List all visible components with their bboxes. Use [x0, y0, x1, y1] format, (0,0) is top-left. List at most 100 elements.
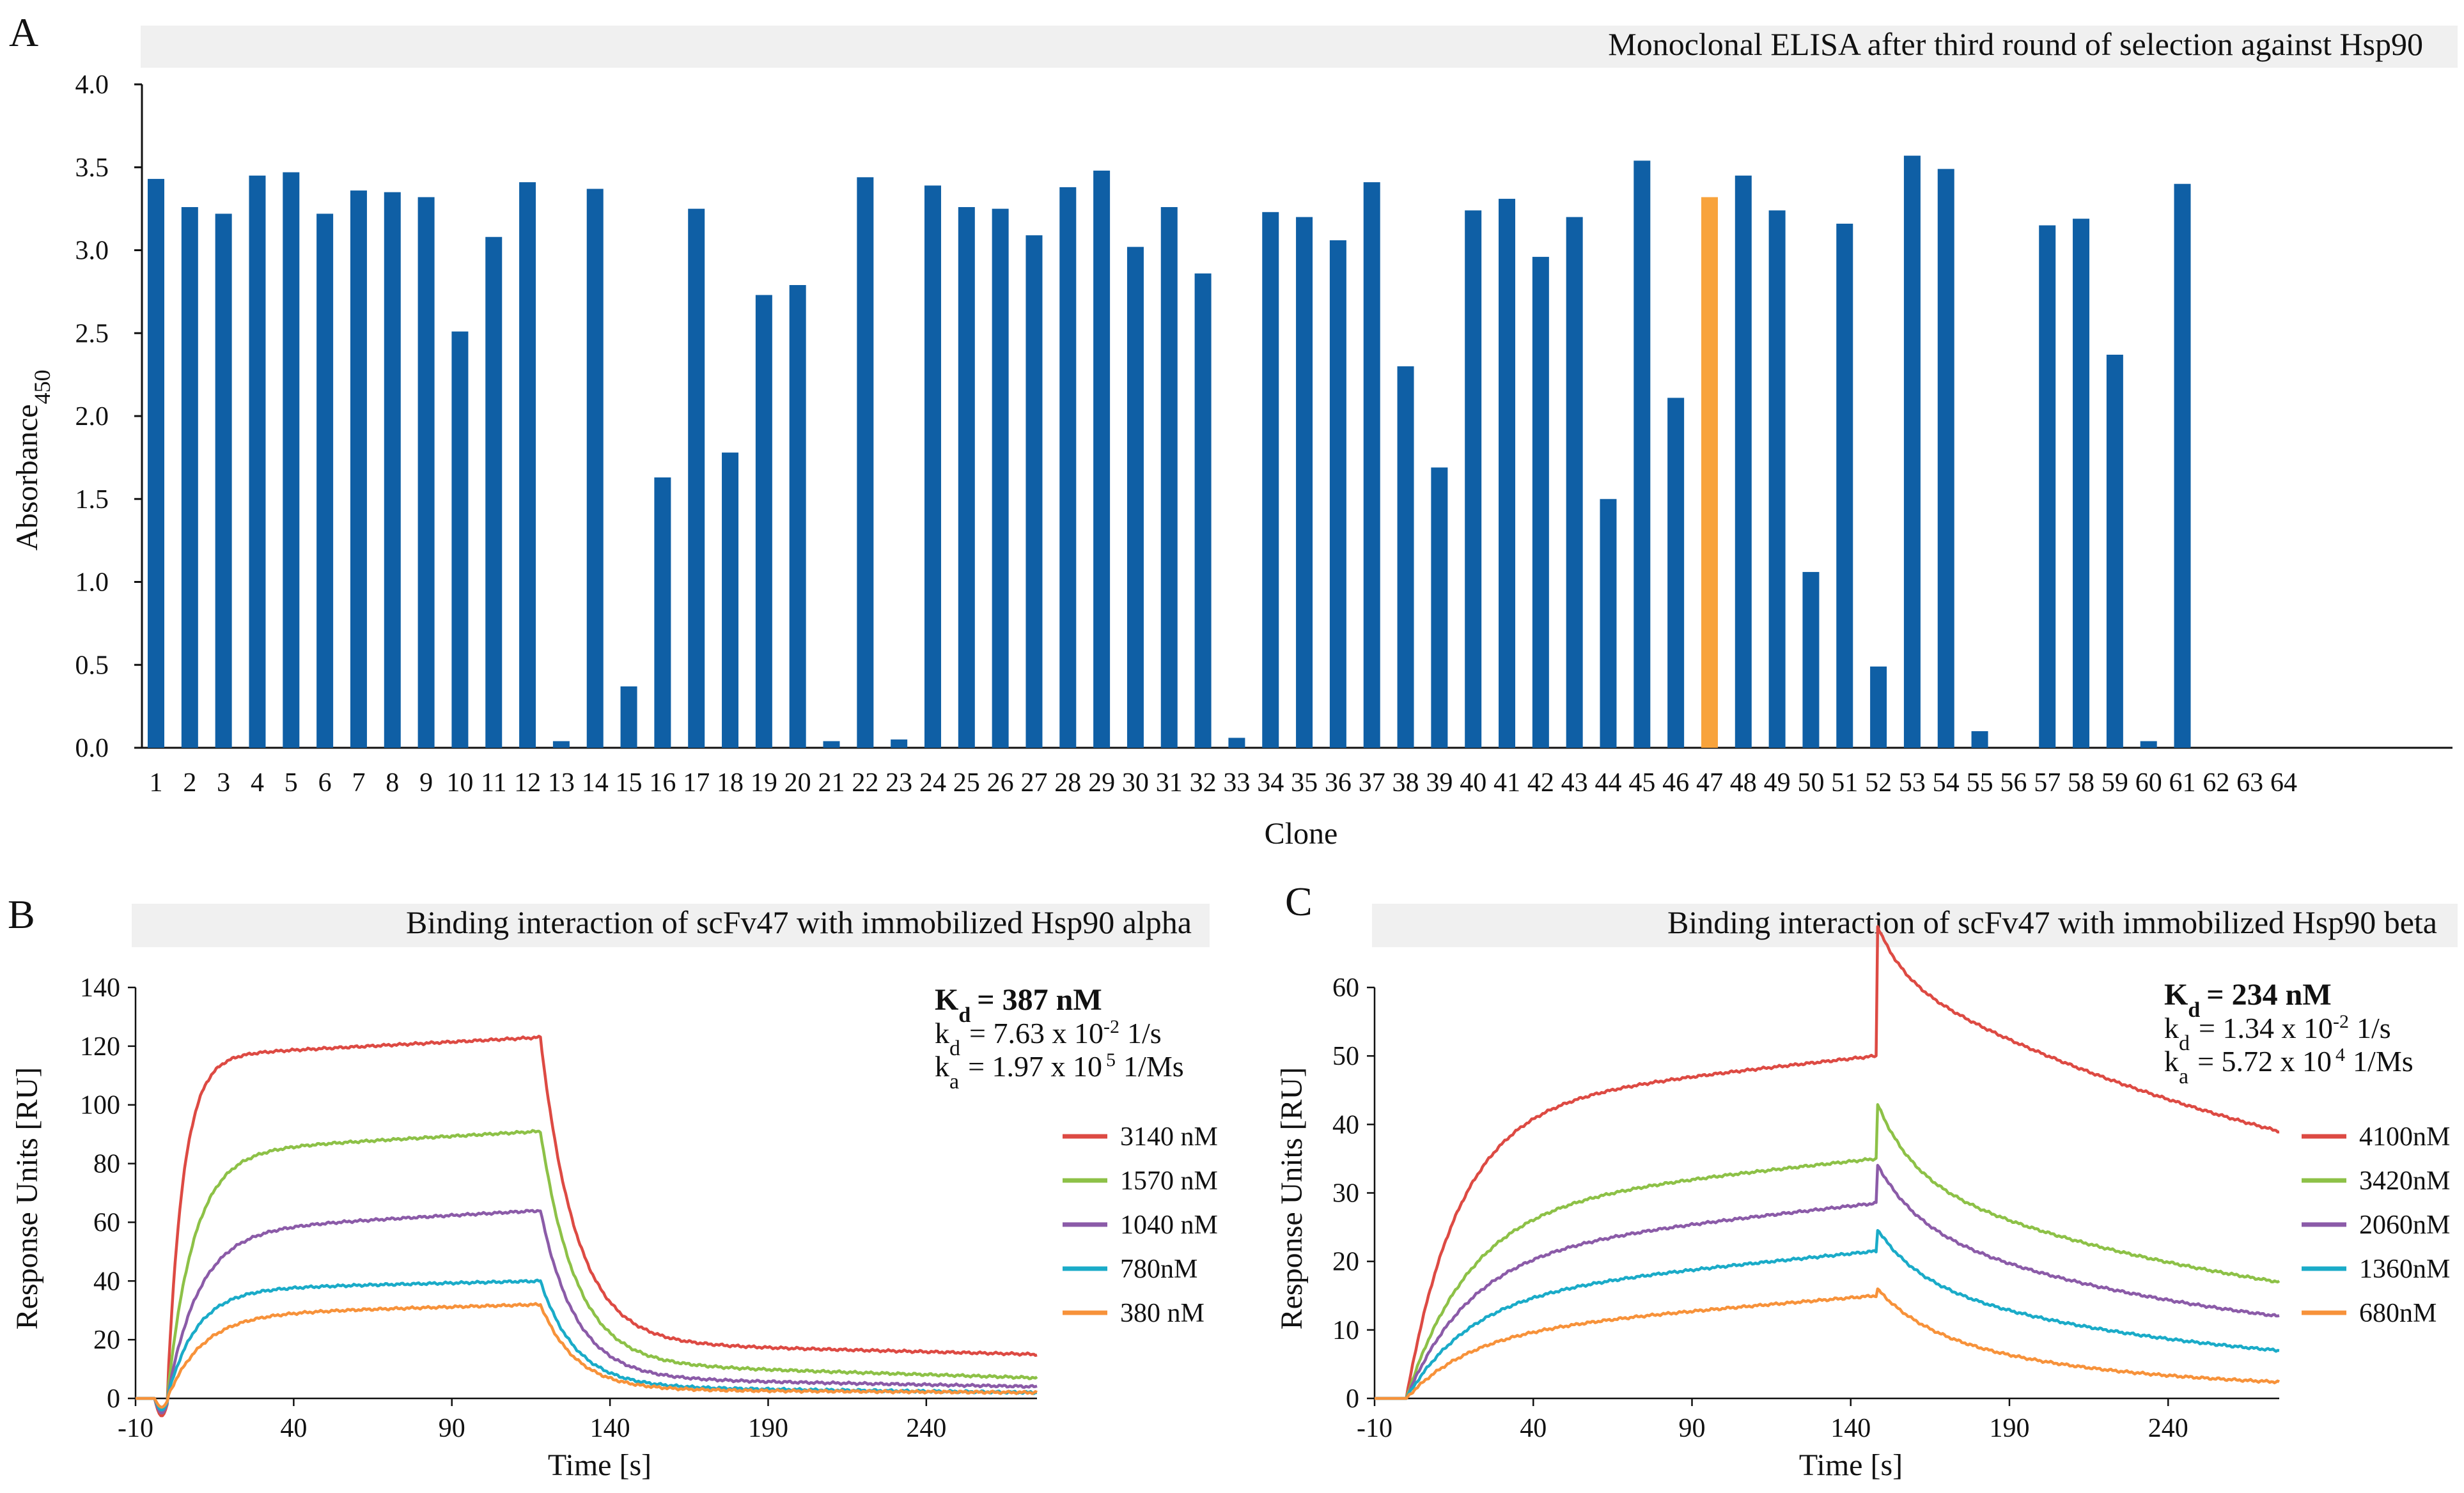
panel-a-xtick-label: 50 — [1797, 768, 1824, 798]
panel-b-legend-label: 3140 nM — [1120, 1122, 1218, 1152]
panel-b-series-380nM — [136, 1302, 1038, 1409]
panel-a-bar-clone-25 — [958, 207, 975, 748]
panel-b-xtick-label: 240 — [906, 1414, 946, 1443]
panel-a-ytick-label: 0.0 — [75, 734, 109, 763]
panel-b-title-banner — [132, 904, 1210, 947]
panel-a-xtick-label: 61 — [2169, 768, 2196, 798]
panel-b-legend-label: 1040 nM — [1120, 1211, 1218, 1240]
panel-a-bar-clone-60 — [2140, 741, 2157, 748]
panel-c-legend-label: 2060nM — [2359, 1211, 2450, 1240]
panel-a-bar-clone-12 — [519, 182, 536, 748]
panel-c-kinetics: Kd = 234 nM kd = 1.34 x 10-2 1/s ka = 5.72 x… — [2164, 978, 2413, 1088]
panel-c-series-680nM — [1375, 1287, 2281, 1400]
panel-a-xtick-label: 11 — [481, 768, 506, 798]
panel-a-xtick-label: 51 — [1831, 768, 1858, 798]
panel-a-xlabel: Clone — [1265, 817, 1338, 851]
panel-a-ylabel: Absorbance450 — [10, 369, 55, 550]
panel-a-bar-clone-29 — [1093, 170, 1111, 748]
panel-a-bar-clone-36 — [1329, 240, 1346, 748]
panel-a-xtick-label: 55 — [1967, 768, 1993, 798]
panel-c-title: Binding interaction of scFv47 with immob… — [1667, 904, 2437, 940]
panel-a-xtick-label: 46 — [1662, 768, 1689, 798]
panel-a-bar-clone-1 — [148, 178, 164, 748]
panel-a-bar-clone-49 — [1768, 210, 1786, 748]
panel-a-xtick-label: 12 — [514, 768, 541, 798]
panel-a-bar-clone-34 — [1262, 212, 1279, 748]
panel-b-letter: B — [8, 892, 35, 937]
panel-a-xtick-label: 28 — [1054, 768, 1081, 798]
panel-c-series-1360nM — [1375, 1228, 2280, 1400]
panel-a-xtick-label: 38 — [1392, 768, 1419, 798]
panel-a-bar-clone-21 — [823, 741, 840, 748]
panel-a-xtick-label: 60 — [2135, 768, 2162, 798]
panel-c-xtick-label: -10 — [1357, 1414, 1392, 1443]
panel-a-xtick-label: 58 — [2068, 768, 2094, 798]
panel-a-bar-clone-31 — [1160, 207, 1178, 748]
panel-a-bar-clone-51 — [1836, 223, 1853, 748]
panel-a-bar-clone-57 — [2039, 225, 2056, 748]
panel-a-xtick-label: 63 — [2236, 768, 2263, 798]
panel-a-xtick-label: 40 — [1460, 768, 1486, 798]
panel-c-letter: C — [1285, 879, 1313, 924]
panel-c-ytick-label: 20 — [1332, 1248, 1359, 1277]
panel-a-xtick-label: 35 — [1291, 768, 1318, 798]
panel-a-xtick-label: 45 — [1628, 768, 1655, 798]
panel-a-ytick-label: 0.5 — [75, 651, 109, 680]
panel-b-xtick-label: 40 — [280, 1414, 307, 1443]
panel-a-xtick-label: 17 — [683, 768, 710, 798]
panel-a-bar-clone-11 — [485, 236, 503, 748]
panel-a-bar-clone-16 — [654, 477, 671, 748]
panel-a-bar-clone-10 — [451, 331, 469, 748]
panel-a-xtick-label: 22 — [852, 768, 878, 798]
panel-c-title-banner — [1372, 904, 2458, 947]
panel-c-Kd: Kd = 234 nM — [2164, 978, 2332, 1022]
panel-b: B Binding interaction of scFv47 with imm… — [8, 892, 1218, 1482]
panel-c-legend-label: 680nM — [2359, 1299, 2437, 1328]
panel-a-xtick-label: 24 — [919, 768, 946, 798]
panel-a-xtick-label: 30 — [1122, 768, 1149, 798]
panel-a-xtick-label: 15 — [616, 768, 643, 798]
panel-a-bar-clone-44 — [1600, 499, 1617, 748]
panel-a-xtick-label: 52 — [1865, 768, 1892, 798]
panel-a-xtick-label: 53 — [1899, 768, 1926, 798]
panel-a-xtick-label: 43 — [1561, 768, 1588, 798]
panel-c-ytick-label: 50 — [1332, 1042, 1359, 1071]
panel-a-xtick-label: 2 — [183, 768, 196, 798]
panel-b-title: Binding interaction of scFv47 with immob… — [406, 904, 1192, 940]
panel-c-ylabel: Response Units [RU] — [1275, 1067, 1309, 1330]
panel-c-xtick-label: 240 — [2148, 1414, 2188, 1443]
panel-b-ytick-label: 100 — [80, 1091, 120, 1120]
panel-a-xtick-label: 36 — [1325, 768, 1352, 798]
panel-a-xtick-label: 4 — [251, 768, 264, 798]
panel-a-xtick-label: 7 — [352, 768, 365, 798]
panel-c-xtick-label: 140 — [1830, 1414, 1871, 1443]
panel-a-bar-clone-50 — [1802, 571, 1820, 748]
panel-a-bar-clone-20 — [789, 284, 806, 748]
panel-b-xlabel: Time [s] — [548, 1448, 651, 1482]
panel-a-bar-clone-61 — [2174, 183, 2191, 748]
panel-a-letter: A — [9, 10, 38, 55]
panel-c: C Binding interaction of scFv47 with imm… — [1275, 879, 2458, 1482]
panel-a: A Monoclonal ELISA after third round of … — [9, 10, 2458, 851]
panel-c-legend-label: 1360nM — [2359, 1255, 2450, 1284]
panel-a-xtick-label: 21 — [818, 768, 845, 798]
panel-b-xtick-label: 140 — [590, 1414, 630, 1443]
panel-a-bar-clone-37 — [1363, 182, 1380, 748]
panel-b-ytick-label: 120 — [80, 1032, 120, 1062]
panel-a-bar-clone-13 — [552, 741, 570, 748]
panel-c-ka: ka = 5.72 x 10 4 1/Ms — [2164, 1044, 2413, 1088]
panel-a-xtick-label: 5 — [285, 768, 298, 798]
panel-b-ytick-label: 80 — [93, 1150, 120, 1179]
panel-b-legend-label: 380 nM — [1120, 1299, 1205, 1328]
panel-b-legend-label: 780nM — [1120, 1255, 1197, 1284]
panel-a-bar-clone-52 — [1870, 666, 1887, 748]
panel-a-xtick-label: 29 — [1088, 768, 1115, 798]
panel-a-ytick-label: 3.0 — [75, 236, 109, 266]
panel-b-ylabel: Response Units [RU] — [10, 1067, 44, 1330]
panel-a-xtick-label: 42 — [1527, 768, 1554, 798]
panel-a-ytick-label: 2.0 — [75, 402, 109, 431]
panel-a-xtick-label: 16 — [649, 768, 676, 798]
panel-a-xtick-label: 62 — [2203, 768, 2229, 798]
panel-c-kd: kd = 1.34 x 10-2 1/s — [2164, 1011, 2391, 1055]
